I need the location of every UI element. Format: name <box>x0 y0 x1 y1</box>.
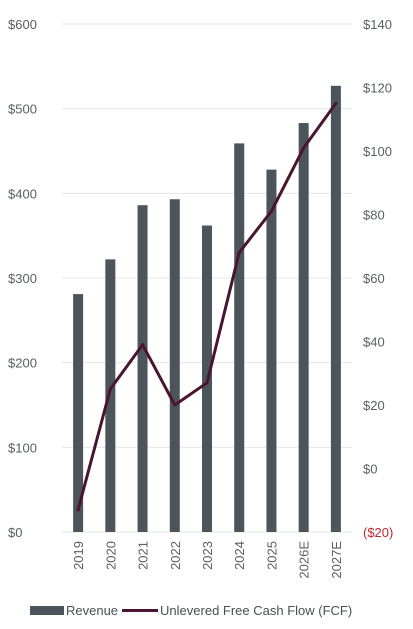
left-tick-label: $400 <box>8 186 37 201</box>
left-tick-label: $600 <box>8 17 37 32</box>
fcf-line-series <box>76 101 338 512</box>
x-tick-label: 2019 <box>71 541 86 570</box>
x-tick-label: 2026E <box>297 541 312 579</box>
left-tick-label: $100 <box>8 440 37 455</box>
revenue-bar-2027E <box>330 85 341 532</box>
x-tick-label: 2025 <box>264 541 279 570</box>
legend-label-revenue: Revenue <box>66 602 119 618</box>
right-tick-label: $140 <box>363 17 392 32</box>
revenue-bar-2021 <box>137 205 148 533</box>
fcf-point-2024 <box>237 251 241 255</box>
left-tick-label: $200 <box>8 356 37 371</box>
right-axis: ($20) $0 $20 $40 $60 $80 $100 $120 $140 <box>363 17 393 540</box>
left-tick-label: $500 <box>8 102 37 117</box>
fcf-point-2027E <box>334 101 338 105</box>
revenue-bar-2019 <box>73 294 84 532</box>
x-tick-label: 2021 <box>136 541 151 570</box>
x-tick-label: 2024 <box>232 541 247 570</box>
fcf-point-2023 <box>205 381 209 385</box>
fcf-point-2019 <box>76 508 80 512</box>
fcf-point-2022 <box>173 403 177 407</box>
left-axis: $0 $100 $200 $300 $400 $500 $600 <box>8 17 37 540</box>
revenue-bar-2022 <box>169 199 180 532</box>
right-tick-label: $100 <box>363 144 392 159</box>
fcf-point-2021 <box>141 343 145 347</box>
fcf-point-2026E <box>302 146 306 150</box>
right-tick-label: $60 <box>363 271 385 286</box>
legend-swatch-revenue <box>30 605 64 615</box>
right-tick-label: ($20) <box>363 525 393 540</box>
revenue-bar-2026E <box>298 123 309 532</box>
x-tick-label: 2027E <box>329 541 344 579</box>
right-tick-label: $40 <box>363 335 385 350</box>
x-tick-label: 2023 <box>200 541 215 570</box>
x-tick-label: 2022 <box>168 541 183 570</box>
fcf-point-2020 <box>108 387 112 391</box>
right-tick-label: $0 <box>363 462 377 477</box>
revenue-bar-2024 <box>234 143 245 532</box>
fcf-point-2025 <box>269 209 273 213</box>
right-tick-label: $80 <box>363 208 385 223</box>
legend-swatch-fcf <box>122 608 159 612</box>
x-tick-label: 2020 <box>103 541 118 570</box>
left-tick-label: $0 <box>8 525 22 540</box>
x-axis: 2019 2020 2021 2022 2023 2024 2025 2026E 2027E <box>71 541 344 579</box>
legend: Revenue Unlevered Free Cash Flow (FCF) <box>30 600 352 620</box>
revenue-bar-2020 <box>105 259 116 532</box>
revenue-bar-2025 <box>266 169 277 533</box>
legend-label-fcf: Unlevered Free Cash Flow (FCF) <box>160 602 353 618</box>
left-tick-label: $300 <box>8 271 37 286</box>
right-tick-label: $20 <box>363 398 385 413</box>
right-tick-label: $120 <box>363 81 392 96</box>
